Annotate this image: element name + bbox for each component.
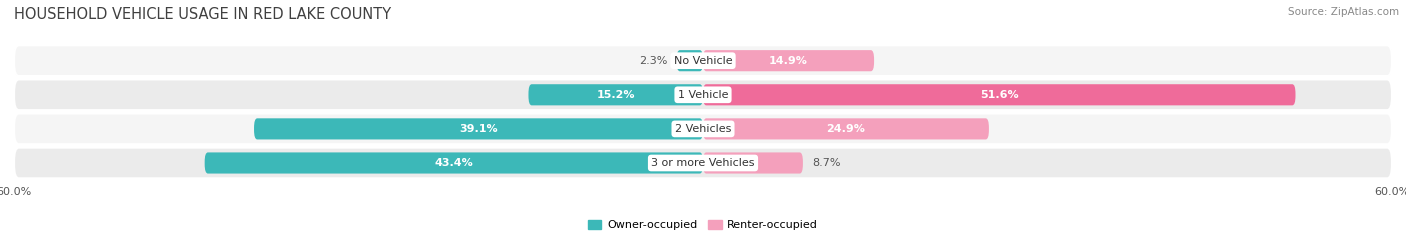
Text: 14.9%: 14.9%: [769, 56, 808, 66]
Text: 1 Vehicle: 1 Vehicle: [678, 90, 728, 100]
Text: 15.2%: 15.2%: [596, 90, 636, 100]
Text: 24.9%: 24.9%: [827, 124, 865, 134]
FancyBboxPatch shape: [676, 50, 703, 71]
Text: 2 Vehicles: 2 Vehicles: [675, 124, 731, 134]
Text: 3 or more Vehicles: 3 or more Vehicles: [651, 158, 755, 168]
Legend: Owner-occupied, Renter-occupied: Owner-occupied, Renter-occupied: [583, 216, 823, 233]
FancyBboxPatch shape: [205, 152, 703, 174]
FancyBboxPatch shape: [703, 118, 988, 140]
Text: Source: ZipAtlas.com: Source: ZipAtlas.com: [1288, 7, 1399, 17]
FancyBboxPatch shape: [14, 45, 1392, 76]
Text: HOUSEHOLD VEHICLE USAGE IN RED LAKE COUNTY: HOUSEHOLD VEHICLE USAGE IN RED LAKE COUN…: [14, 7, 391, 22]
Text: 8.7%: 8.7%: [813, 158, 841, 168]
FancyBboxPatch shape: [703, 84, 1295, 105]
Text: 2.3%: 2.3%: [640, 56, 668, 66]
FancyBboxPatch shape: [703, 152, 803, 174]
Text: 43.4%: 43.4%: [434, 158, 474, 168]
FancyBboxPatch shape: [529, 84, 703, 105]
FancyBboxPatch shape: [14, 113, 1392, 144]
FancyBboxPatch shape: [14, 148, 1392, 178]
Text: 39.1%: 39.1%: [460, 124, 498, 134]
FancyBboxPatch shape: [14, 79, 1392, 110]
Text: No Vehicle: No Vehicle: [673, 56, 733, 66]
Text: 51.6%: 51.6%: [980, 90, 1018, 100]
FancyBboxPatch shape: [254, 118, 703, 140]
FancyBboxPatch shape: [703, 50, 875, 71]
